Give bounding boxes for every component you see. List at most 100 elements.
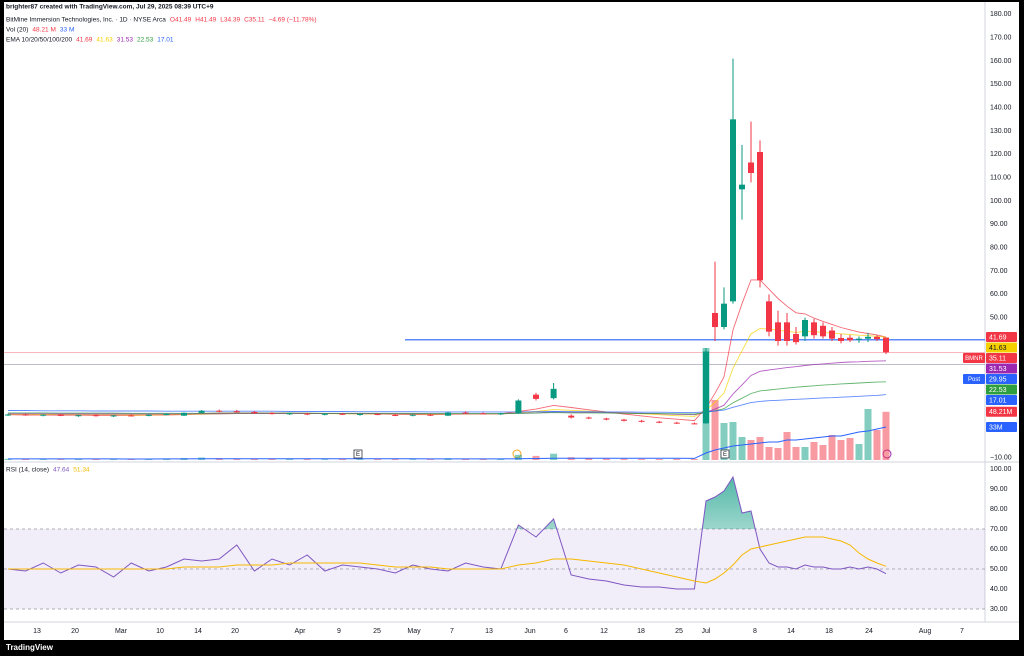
- footer: TradingView: [6, 643, 54, 652]
- candle-body: [216, 410, 223, 412]
- y-tick-label: 180.00: [990, 11, 1012, 18]
- x-tick-label: 7: [960, 628, 964, 635]
- candle-body: [739, 184, 745, 190]
- candle-body: [480, 413, 487, 415]
- volume-bar: [620, 458, 628, 460]
- candle-body: [409, 414, 416, 416]
- candle-body: [128, 415, 135, 417]
- legend-title: BitMine Immersion Technologies, Inc. · 1…: [6, 17, 166, 24]
- canvas: [4, 2, 1019, 640]
- rsi-ma-line: [8, 536, 887, 584]
- x-tick-label: 25: [373, 628, 381, 635]
- rsi-line: [7, 475, 887, 590]
- volume-bar: [864, 409, 872, 460]
- rsi-tick-label: 40.00: [990, 586, 1008, 593]
- event-marker: [353, 449, 363, 459]
- candle-body: [57, 414, 64, 416]
- candle-body: [721, 303, 727, 327]
- volume-bar: [774, 448, 782, 460]
- volume-bar: [514, 454, 522, 460]
- volume-bar: [720, 423, 728, 460]
- volume-bar: [110, 459, 118, 460]
- volume-bar: [92, 458, 100, 460]
- candle-body: [829, 330, 835, 339]
- candle-body: [865, 336, 871, 339]
- x-tick-label: 9: [337, 628, 341, 635]
- x-tick-label: 13: [33, 628, 41, 635]
- ema-line: [8, 394, 887, 413]
- candle-body: [93, 415, 99, 417]
- legend-ohlc: H41.49: [195, 17, 216, 24]
- candle-body: [712, 313, 718, 327]
- volume-bar: [756, 437, 764, 460]
- candle-body: [585, 417, 592, 419]
- volume-bar: [374, 459, 382, 460]
- volume-ma-line: [8, 426, 887, 460]
- candle-body: [784, 322, 790, 341]
- legend-ohlc: C35.11: [244, 17, 265, 24]
- x-tick-label: 10: [156, 628, 164, 635]
- candle-body: [445, 412, 451, 416]
- candle-body: [427, 414, 434, 416]
- candle-body: [181, 412, 187, 416]
- volume-bar: [391, 459, 399, 460]
- price-tag: [986, 406, 1017, 417]
- rsi-tick-label: 90.00: [990, 486, 1008, 493]
- candle-body: [40, 414, 47, 416]
- volume-bar: [39, 458, 47, 460]
- candle-body: [766, 301, 772, 332]
- legend-volume: Vol (20): [6, 27, 28, 34]
- volume-bar: [57, 459, 65, 460]
- candle-body: [673, 422, 680, 424]
- candle-body: [110, 415, 117, 417]
- candle-body: [163, 414, 170, 416]
- candle-body: [603, 418, 610, 420]
- candle-body: [339, 413, 346, 415]
- volume-bar: [286, 459, 294, 460]
- y-tick-label: 150.00: [990, 81, 1012, 88]
- legend-ohlc: L34.39: [220, 17, 240, 24]
- price-tag-label: 17.01: [989, 397, 1007, 404]
- volume-bar: [729, 422, 737, 460]
- volume-bar: [321, 459, 329, 460]
- legend-volume-ma: 33 M: [60, 27, 74, 34]
- candle-body: [568, 415, 575, 418]
- candle-body: [533, 394, 539, 399]
- y-tick-label: 100.00: [990, 198, 1012, 205]
- y-tick-label: 70.00: [990, 268, 1008, 275]
- price-tag-label: 41.63: [989, 345, 1007, 352]
- candle-body: [145, 414, 152, 416]
- candle-body: [357, 414, 363, 416]
- volume-bar: [356, 459, 364, 460]
- volume-bar: [338, 459, 346, 460]
- candle-body: [75, 415, 82, 417]
- rsi-overbought-fill: [8, 477, 886, 529]
- side-tag-label: Post: [968, 377, 980, 383]
- volume-bar: [792, 447, 800, 460]
- volume-bar: [673, 458, 681, 460]
- x-tick-label: 6: [564, 628, 568, 635]
- credit: brighter87 created with TradingView.com,…: [6, 4, 214, 11]
- x-tick-label: Mar: [115, 628, 128, 635]
- candle-body: [656, 421, 663, 423]
- volume-bar: [819, 445, 827, 460]
- candle-body: [802, 320, 808, 337]
- candle-body: [874, 336, 880, 340]
- side-tag: [963, 374, 985, 385]
- candle-body: [703, 351, 709, 424]
- volume-bar: [855, 444, 863, 460]
- legend-ema-value: 41.63: [96, 37, 113, 44]
- volume-bar: [250, 458, 258, 460]
- volume-bar: [873, 430, 881, 460]
- volume-bar: [846, 438, 854, 460]
- candle-body: [374, 414, 381, 416]
- legend-ohlc: −4.69 (−11.78%): [269, 17, 317, 24]
- y-tick-label: 50.00: [990, 315, 1008, 322]
- volume-bar: [738, 437, 746, 460]
- rsi-tick-label: 100.00: [990, 466, 1012, 473]
- candle-body: [269, 413, 275, 415]
- candle-body: [550, 388, 557, 399]
- y-tick-label: 120.00: [990, 151, 1012, 158]
- candle-body: [883, 337, 889, 353]
